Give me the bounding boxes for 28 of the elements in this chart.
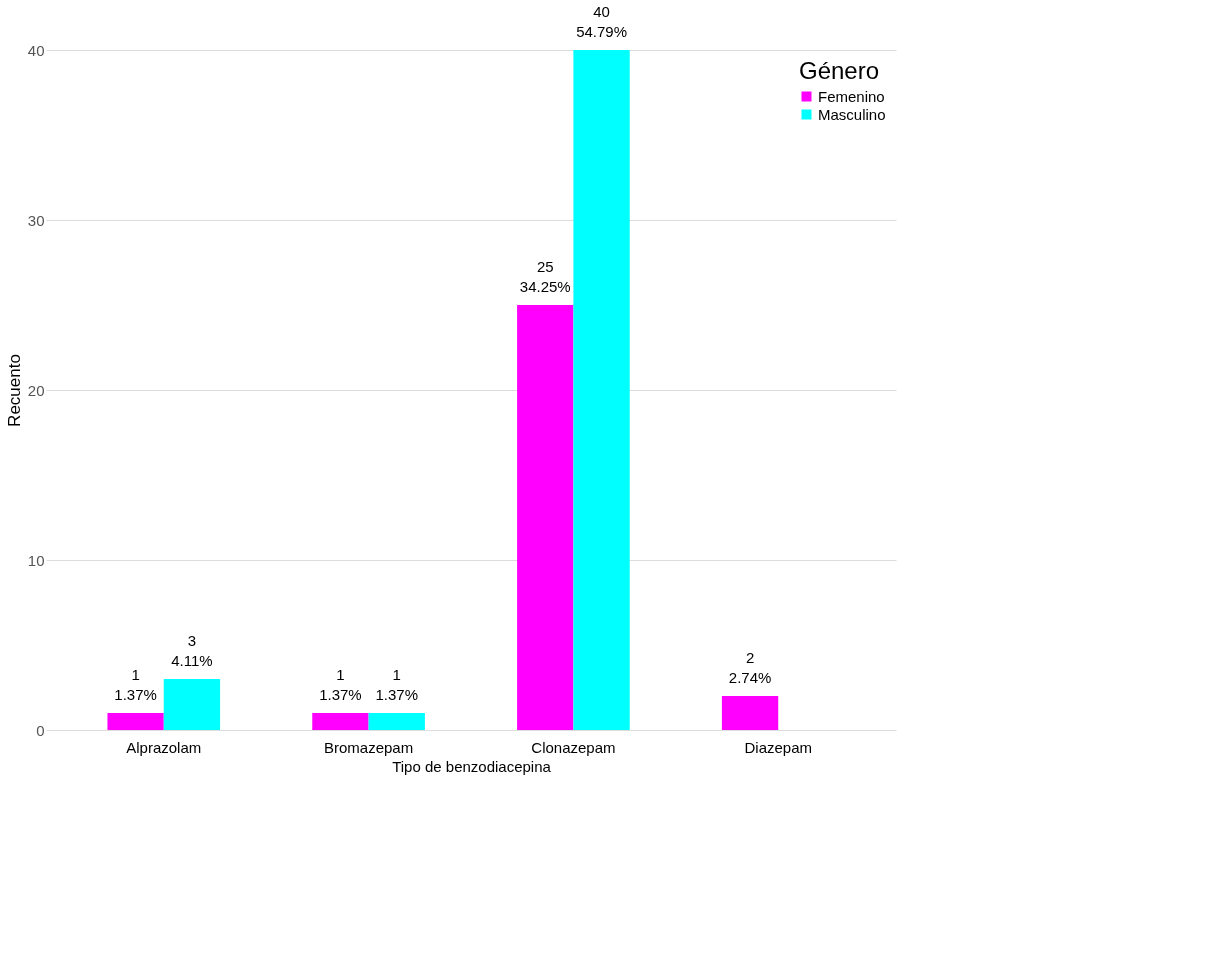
x-tick-label: Clonazepam bbox=[531, 738, 616, 756]
data-label: 25 34.25% bbox=[519, 258, 571, 295]
x-tick-label: Bromazepam bbox=[323, 738, 414, 756]
x-axis-title: Tipo de benzodiacepina bbox=[392, 757, 552, 775]
bar bbox=[163, 679, 221, 730]
legend-label: Femenino bbox=[818, 87, 885, 105]
y-tick-label: 40 bbox=[27, 41, 45, 59]
data-label: 2 2.74% bbox=[728, 649, 772, 686]
y-tick-label: 10 bbox=[27, 551, 45, 569]
bar bbox=[312, 713, 369, 730]
data-label: 1 1.37% bbox=[114, 666, 157, 703]
bar bbox=[368, 713, 425, 730]
y-tick-label: 20 bbox=[27, 381, 45, 399]
bar bbox=[107, 713, 164, 730]
bar bbox=[517, 305, 574, 730]
y-tick-label: 0 bbox=[36, 721, 45, 739]
legend-label: Masculino bbox=[818, 105, 886, 123]
bar bbox=[721, 696, 779, 730]
data-label: 1 1.37% bbox=[375, 666, 419, 703]
legend-title: Género bbox=[799, 57, 880, 84]
x-tick-label: Alprazolam bbox=[126, 738, 202, 756]
y-tick-label: 30 bbox=[27, 211, 45, 229]
data-label: 1 1.37% bbox=[319, 666, 362, 703]
bar bbox=[573, 50, 630, 730]
data-label: 40 54.79% bbox=[576, 3, 628, 40]
y-axis-title: Recuento bbox=[4, 354, 24, 427]
data-label: 3 4.11% bbox=[171, 632, 213, 669]
x-tick-label: Diazepam bbox=[744, 738, 812, 756]
